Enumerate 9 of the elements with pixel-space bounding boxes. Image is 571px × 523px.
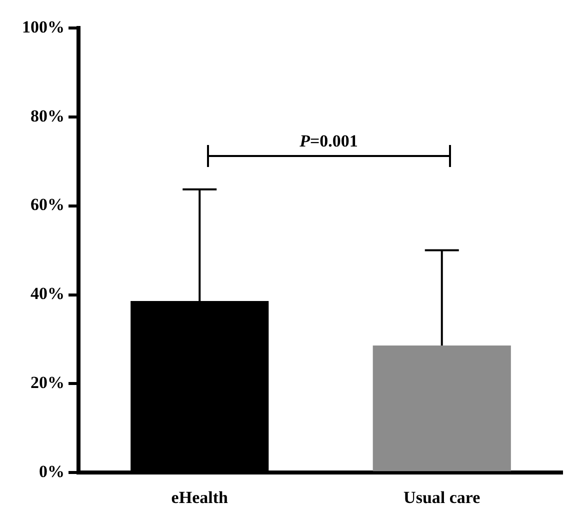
y-tick-label: 20% xyxy=(30,373,64,392)
y-tick-label: 100% xyxy=(22,17,64,36)
y-tick-label: 40% xyxy=(30,284,64,304)
y-tick-label: 80% xyxy=(30,106,64,126)
x-tick-label: Usual care xyxy=(404,488,481,508)
y-tick-label: 60% xyxy=(30,195,64,214)
y-tick-label: 0% xyxy=(39,462,64,481)
annotation: P=0.001 xyxy=(298,131,358,150)
x-tick-label: eHealth xyxy=(171,488,228,508)
